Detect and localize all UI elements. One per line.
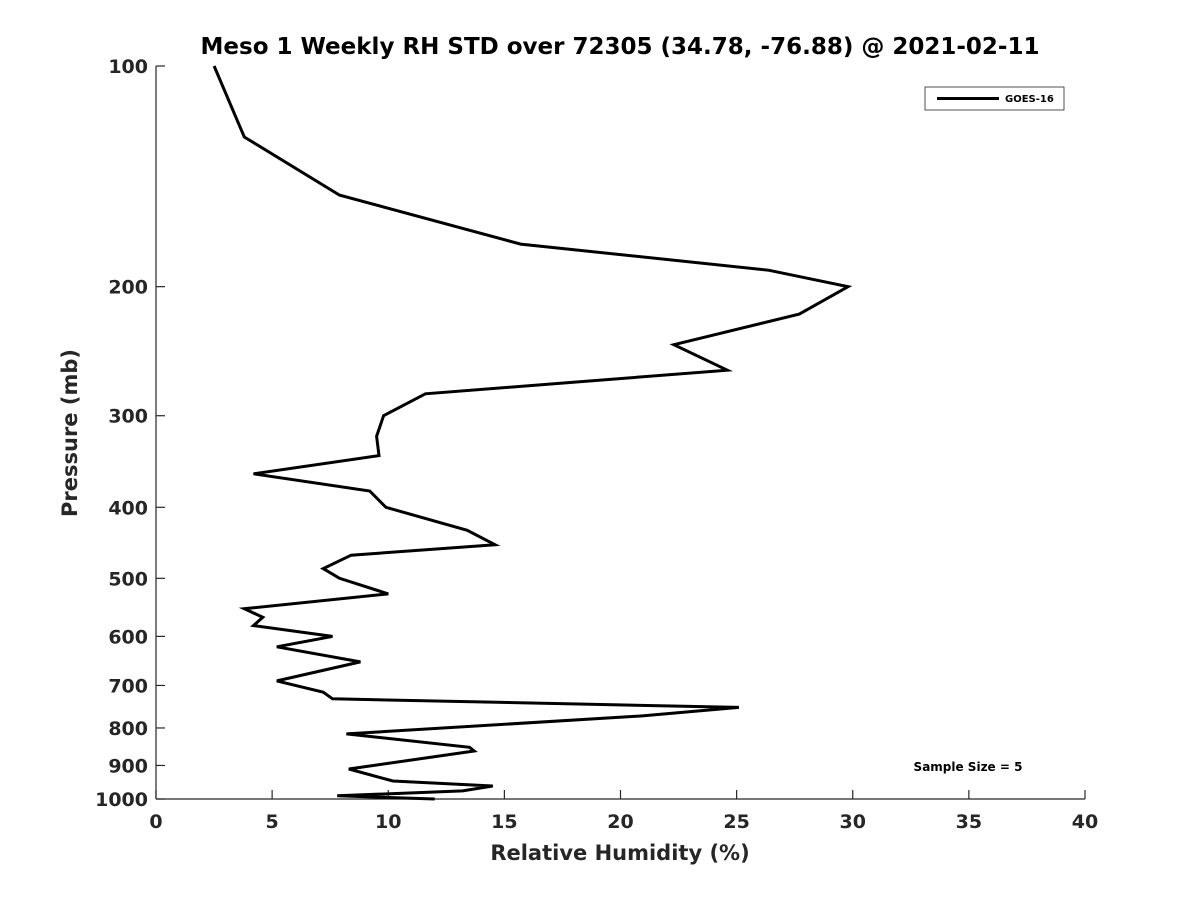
x-tick-label: 5 [266, 811, 279, 833]
x-axis-label: Relative Humidity (%) [490, 841, 749, 865]
x-tick-label: 25 [723, 811, 749, 833]
x-tick-label: 20 [607, 811, 633, 833]
y-tick-label: 700 [108, 675, 148, 697]
y-tick-label: 500 [108, 568, 148, 590]
x-tick-label: 10 [375, 811, 401, 833]
x-tick-label: 15 [491, 811, 517, 833]
y-tick-label: 300 [108, 406, 148, 428]
y-tick-label: 1000 [95, 789, 148, 811]
x-ticks: 0 5 10 15 20 25 30 35 40 [149, 790, 1098, 833]
x-tick-label: 35 [956, 811, 982, 833]
y-axis-label: Pressure (mb) [58, 349, 82, 517]
legend: GOES-16 [924, 86, 1065, 111]
y-tick-label: 100 [108, 56, 148, 78]
chart-title: Meso 1 Weekly RH STD over 72305 (34.78, … [201, 34, 1040, 60]
sample-size-annotation: Sample Size = 5 [914, 760, 1023, 774]
y-tick-label: 800 [108, 718, 148, 740]
y-tick-label: 200 [108, 277, 148, 299]
series-line-goes-16 [212, 65, 853, 801]
x-tick-label: 0 [149, 811, 162, 833]
y-tick-label: 400 [108, 497, 148, 519]
y-tick-label: 600 [108, 626, 148, 648]
y-tick-label: 900 [108, 755, 148, 777]
x-tick-label: 40 [1072, 811, 1098, 833]
x-tick-label: 30 [840, 811, 866, 833]
y-ticks: 100 200 300 400 500 600 700 800 900 1000 [95, 56, 165, 811]
legend-label-goes-16: GOES-16 [1005, 94, 1054, 105]
series-group [212, 65, 853, 801]
